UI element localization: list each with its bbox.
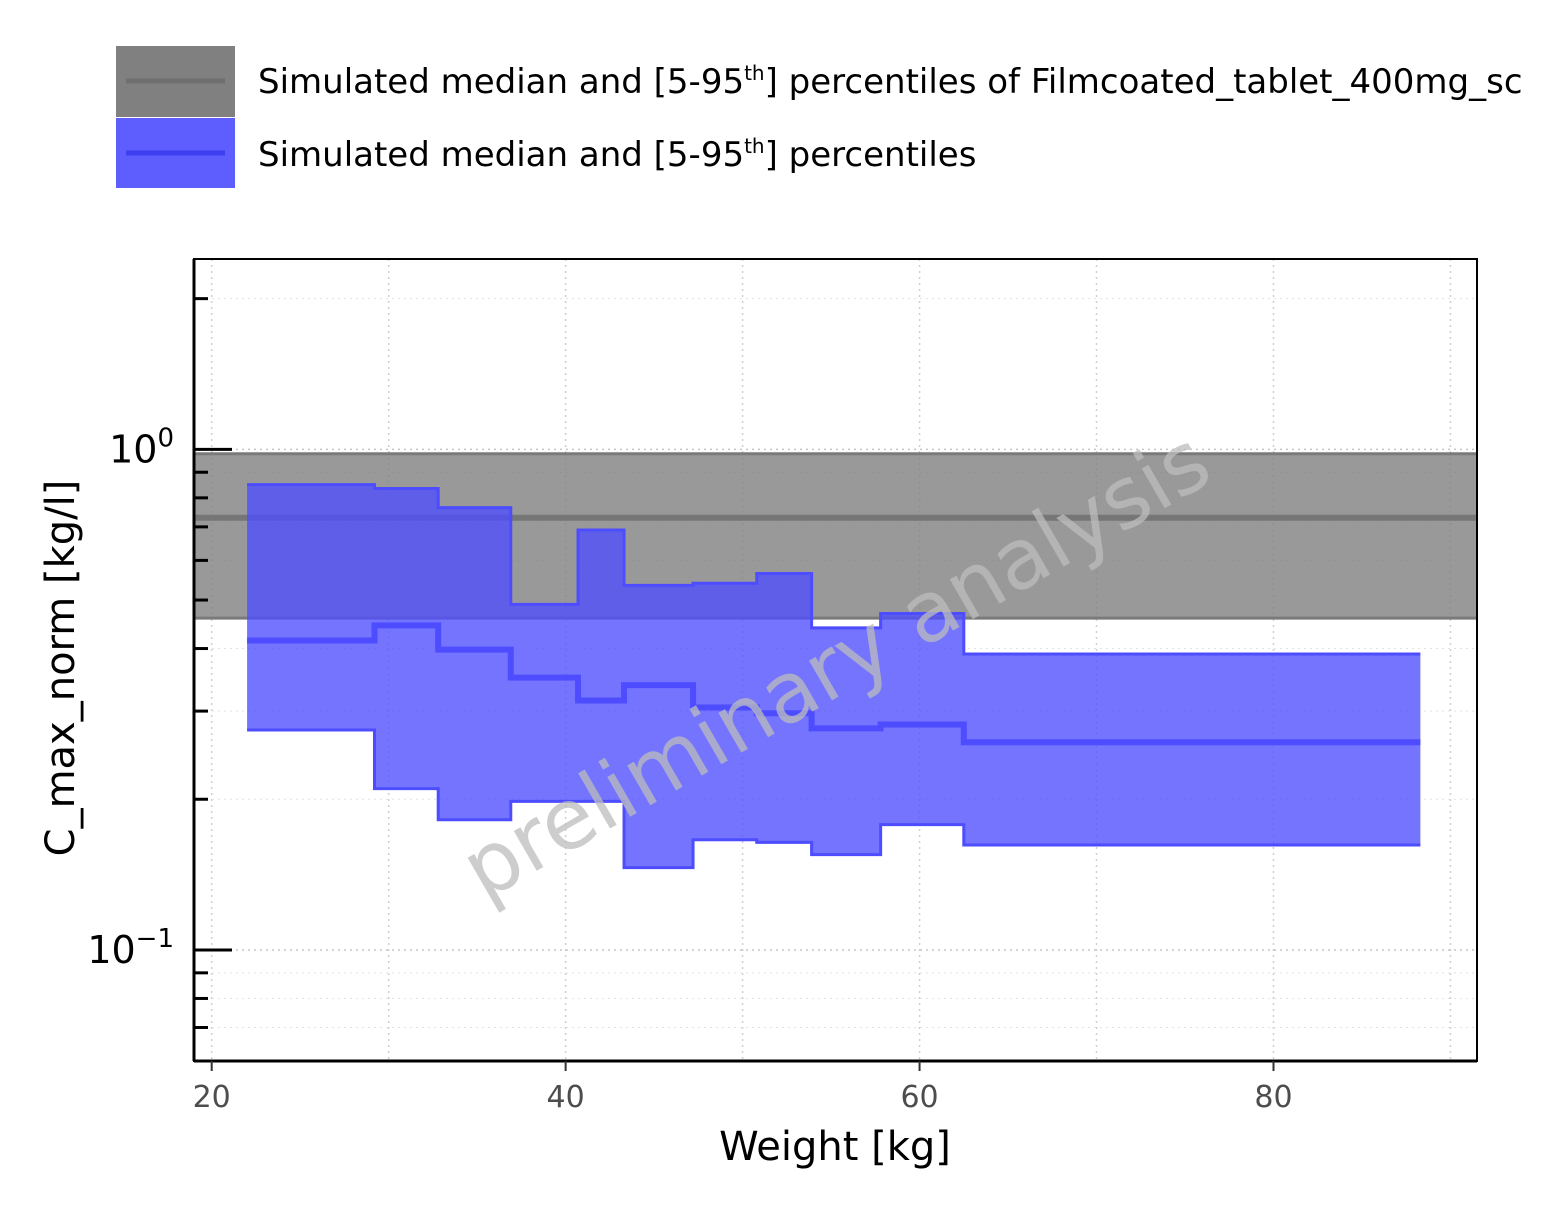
- y-tick-label: 100: [109, 423, 174, 471]
- legend-entry-simulated: Simulated median and [5-95th] percentile…: [116, 118, 976, 188]
- x-tick-label: 20: [193, 1080, 231, 1115]
- legend-label-reference: Simulated median and [5-95th] percentile…: [258, 61, 1523, 102]
- y-tick-label: 10−1: [87, 924, 174, 972]
- legend-label-simulated: Simulated median and [5-95th] percentile…: [258, 134, 976, 175]
- x-tick-label: 60: [900, 1080, 938, 1115]
- series-median-line: [247, 622, 1421, 746]
- data-layer: [194, 452, 1477, 870]
- y-axis-title: C_max_norm [kg/l]: [38, 480, 84, 857]
- legend: Simulated median and [5-95th] percentile…: [116, 46, 1523, 188]
- axes: 20 40 60 80 100 10−1: [87, 297, 1293, 1115]
- legend-entry-reference: Simulated median and [5-95th] percentile…: [116, 46, 1523, 117]
- series-ribbon: [247, 484, 1421, 868]
- series-p5-line: [247, 728, 1421, 870]
- x-tick-label: 40: [547, 1080, 585, 1115]
- x-axis-title: Weight [kg]: [719, 1124, 951, 1170]
- series-p95-line: [247, 483, 1421, 656]
- x-tick-label: 80: [1254, 1080, 1292, 1115]
